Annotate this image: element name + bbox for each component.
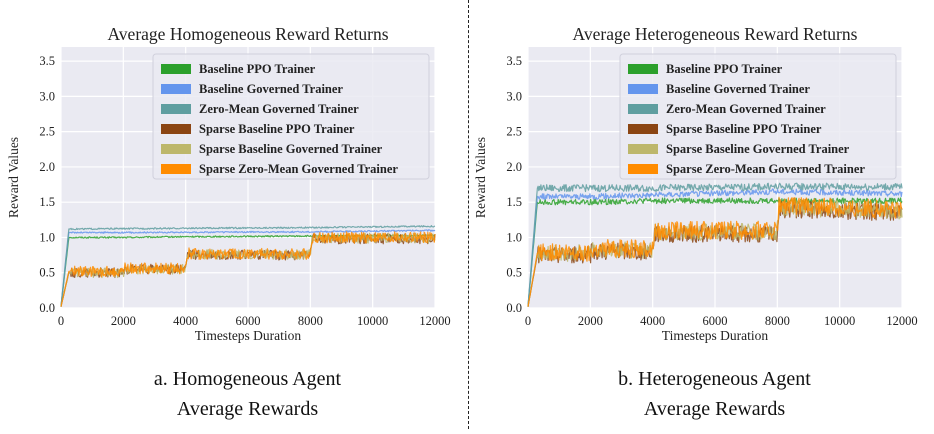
x-tick-label: 6000 (703, 314, 728, 328)
chart-title: Average Homogeneous Reward Returns (107, 24, 388, 44)
y-tick-label: 1.5 (39, 195, 55, 209)
legend-swatch (628, 84, 658, 94)
y-tick-label: 3.5 (39, 54, 55, 68)
legend-label: Sparse Baseline Governed Trainer (666, 142, 850, 156)
legend-swatch (161, 84, 191, 94)
legend-box (619, 53, 897, 180)
x-tick-label: 12000 (419, 314, 450, 328)
legend: Baseline PPO Trainer Baseline Governed Tr… (619, 53, 897, 180)
y-tick-label: 0.0 (506, 301, 522, 315)
legend-swatch (628, 144, 658, 154)
x-tick-label: 10000 (357, 314, 388, 328)
caption-b-line2: Average Rewards (643, 398, 786, 420)
x-tick-label: 12000 (886, 314, 917, 328)
series-line-zero-mean-governed-trainer (527, 182, 903, 307)
y-tick-label: 3.5 (506, 54, 522, 68)
x-tick-label: 10000 (824, 314, 855, 328)
series-line-baseline-ppo-trainer (527, 197, 903, 307)
caption-a: a. Homogeneous Agent Average Rewards (60, 364, 435, 424)
y-tick-label: 0.5 (39, 266, 55, 280)
caption-b: b. Heterogeneous Agent Average Rewards (527, 364, 902, 424)
legend-swatch (628, 64, 658, 74)
legend-label: Sparse Zero-Mean Governed Trainer (666, 162, 865, 176)
x-tick-label: 8000 (765, 314, 790, 328)
y-axis-label: Reward Values (473, 137, 488, 218)
legend-label: Baseline PPO Trainer (666, 62, 783, 76)
legend-swatch (161, 104, 191, 114)
x-tick-label: 2000 (578, 314, 603, 328)
y-tick-label: 2.0 (506, 160, 522, 174)
y-tick-label: 2.5 (506, 125, 522, 139)
x-axis-label: Timesteps Duration (195, 328, 302, 343)
series-line-sparse-zero-mean-governed-trainer (527, 196, 903, 307)
x-tick-label: 2000 (111, 314, 136, 328)
series-line-sparse-zero-mean-governed-trainer (60, 231, 436, 307)
y-tick-label: 3.0 (39, 89, 55, 103)
legend: Baseline PPO Trainer Baseline Governed Tr… (152, 53, 430, 180)
series-line-zero-mean-governed-trainer (60, 225, 436, 307)
legend-label: Zero-Mean Governed Trainer (666, 102, 826, 116)
legend-label: Sparse Baseline PPO Trainer (199, 122, 355, 136)
chart-title: Average Heterogeneous Reward Returns (573, 24, 858, 44)
legend-label: Baseline Governed Trainer (666, 82, 810, 96)
legend-swatch (161, 124, 191, 134)
chart-panel-2: 0.0 0.5 1.0 1.5 2.0 2.5 3.0 3.5 0 2000 4000 6000 800… (473, 24, 918, 343)
y-tick-label: 1.0 (39, 230, 55, 244)
caption-a-line1: a. Homogeneous Agent (153, 368, 342, 390)
y-tick-label: 0.5 (506, 266, 522, 280)
series-line-baseline-governed-trainer (60, 229, 436, 307)
series-line-sparse-baseline-governed-trainer (60, 232, 436, 307)
legend-label: Sparse Baseline PPO Trainer (666, 122, 822, 136)
x-tick-label: 0 (525, 314, 531, 328)
y-axis-label: Reward Values (6, 137, 21, 218)
legend-swatch (628, 164, 658, 174)
series-line-baseline-governed-trainer (527, 188, 903, 307)
x-tick-label: 4000 (640, 314, 665, 328)
legend-label: Baseline PPO Trainer (199, 62, 316, 76)
legend-swatch (628, 124, 658, 134)
caption-b-line1: b. Heterogeneous Agent (618, 368, 811, 390)
legend-label: Sparse Baseline Governed Trainer (199, 142, 383, 156)
caption-a-line2: Average Rewards (176, 398, 319, 420)
legend-box (152, 53, 430, 180)
panel-divider (468, 0, 469, 429)
legend-label: Zero-Mean Governed Trainer (199, 102, 359, 116)
x-tick-label: 0 (58, 314, 64, 328)
x-axis-label: Timesteps Duration (662, 328, 769, 343)
legend-label: Baseline Governed Trainer (199, 82, 343, 96)
legend-swatch (161, 64, 191, 74)
y-tick-label: 1.0 (506, 230, 522, 244)
chart-panel-1: 0.0 0.5 1.0 1.5 2.0 2.5 3.0 3.5 0 2000 4000 6000 800… (6, 24, 451, 343)
y-tick-label: 2.5 (39, 125, 55, 139)
x-tick-label: 8000 (298, 314, 323, 328)
legend-label: Sparse Zero-Mean Governed Trainer (199, 162, 398, 176)
x-tick-label: 6000 (236, 314, 261, 328)
y-tick-label: 3.0 (506, 89, 522, 103)
y-tick-label: 0.0 (39, 301, 55, 315)
y-tick-label: 1.5 (506, 195, 522, 209)
legend-swatch (161, 164, 191, 174)
legend-swatch (628, 104, 658, 114)
y-tick-label: 2.0 (39, 160, 55, 174)
x-tick-label: 4000 (173, 314, 198, 328)
legend-swatch (161, 144, 191, 154)
